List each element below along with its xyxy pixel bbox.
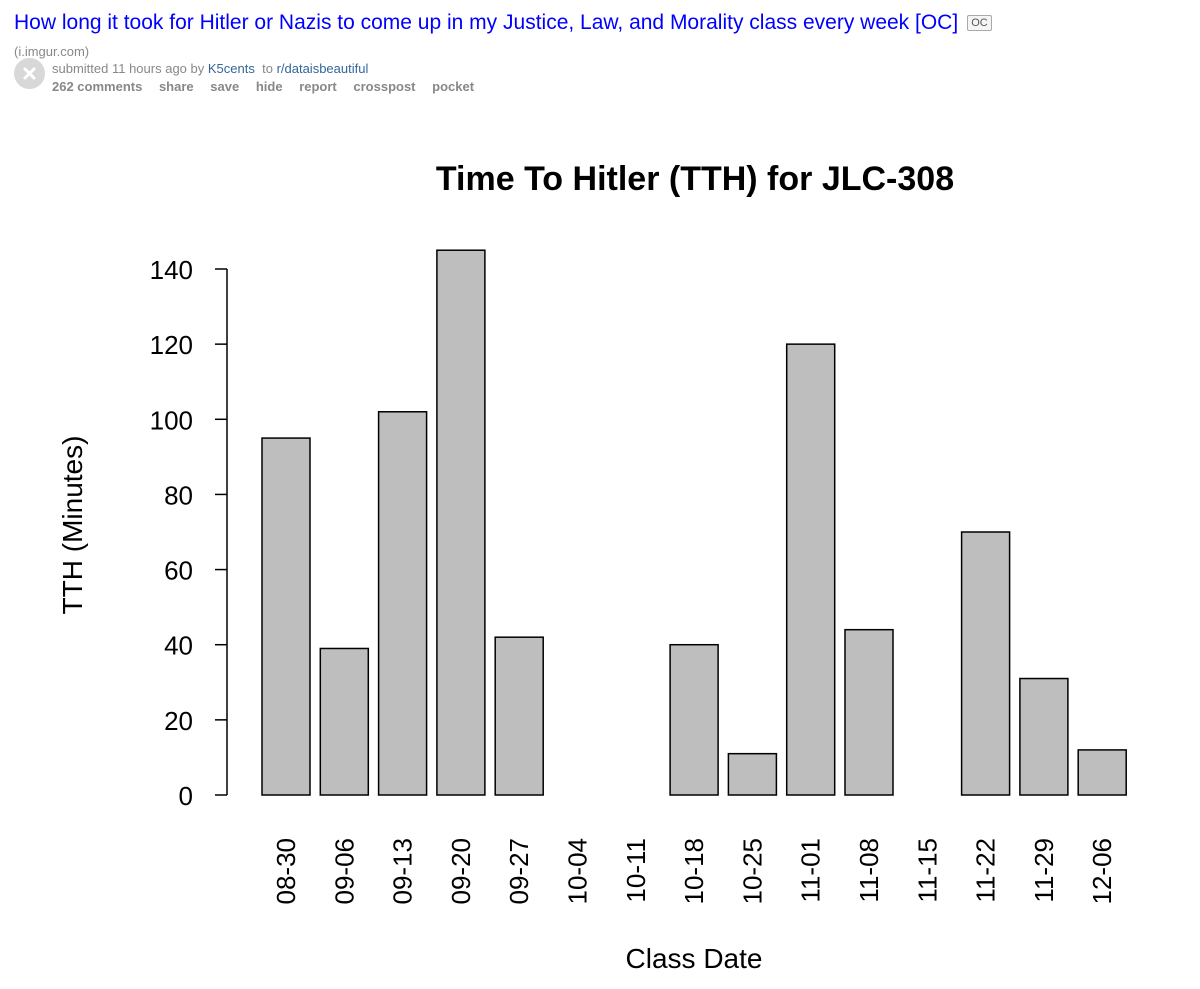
close-icon[interactable] — [14, 58, 45, 89]
comments-button[interactable]: 262 comments — [52, 79, 143, 94]
meta-text: submitted 11 hours ago by K5cents to r/d… — [52, 60, 487, 96]
share-button[interactable]: share — [158, 79, 194, 94]
tagline: submitted 11 hours ago by K5cents to r/d… — [52, 60, 487, 78]
y-tick-label: 20 — [164, 706, 193, 736]
bar — [785, 343, 836, 796]
bar — [261, 437, 311, 796]
x-tick-label: 09-06 — [329, 838, 359, 905]
x-tick-label: 09-13 — [388, 838, 418, 905]
post-header: How long it took for Hitler or Nazis to … — [14, 8, 1184, 96]
x-tick-label: 11-08 — [854, 838, 884, 903]
y-tick-label: 0 — [179, 781, 193, 811]
x-tick-label: 11-29 — [1029, 838, 1059, 903]
y-axis-label: TTH (Minutes) — [57, 436, 88, 615]
hide-button[interactable]: hide — [255, 79, 283, 94]
x-tick-label: 12-06 — [1087, 838, 1117, 905]
bars-group — [261, 249, 1127, 796]
x-tick-label: 09-27 — [504, 838, 534, 905]
bar — [494, 636, 544, 796]
bar — [669, 643, 719, 796]
post-title-link[interactable]: How long it took for Hitler or Nazis to … — [14, 11, 959, 34]
x-tick-label: 08-30 — [271, 838, 301, 905]
save-button[interactable]: save — [210, 79, 240, 94]
bar — [319, 647, 370, 796]
x-axis-label: Class Date — [626, 943, 763, 974]
x-tick-label: 10-18 — [679, 838, 709, 905]
oc-flair-badge: OC — [967, 15, 992, 31]
y-tick-label: 80 — [164, 480, 193, 510]
chart-title: Time To Hitler (TTH) for JLC-308 — [436, 160, 954, 198]
bar — [960, 531, 1011, 796]
post-domain[interactable]: (i.imgur.com) — [14, 44, 90, 59]
post-buttons: 262 comments share save hide report cros… — [52, 78, 487, 96]
x-tick-label: 10-11 — [621, 838, 651, 903]
y-tick-label: 120 — [150, 330, 193, 360]
y-tick-label: 40 — [164, 631, 193, 661]
x-tick-label: 10-04 — [563, 838, 593, 905]
bar — [727, 752, 778, 796]
x-tick-label: 11-01 — [796, 838, 826, 903]
submitted-text: submitted 11 hours ago by — [52, 61, 205, 76]
x-tick-label: 11-22 — [971, 838, 1001, 903]
bar — [1019, 677, 1069, 796]
title-row: How long it took for Hitler or Nazis to … — [14, 8, 1184, 38]
report-button[interactable]: report — [299, 79, 337, 94]
x-tick-label: 10-25 — [737, 838, 767, 905]
y-axis: 0 20 40 60 80 100 120 140 — [150, 255, 228, 811]
y-tick-label: 100 — [150, 405, 193, 435]
bar — [377, 411, 428, 796]
post-meta: submitted 11 hours ago by K5cents to r/d… — [14, 58, 1184, 96]
crosspost-button[interactable]: crosspost — [353, 79, 416, 94]
close-x-glyph — [23, 67, 36, 80]
x-tick-label: 11-15 — [912, 838, 942, 903]
subreddit-link[interactable]: r/dataisbeautiful — [276, 61, 369, 76]
author-link[interactable]: K5cents — [207, 61, 255, 76]
bar — [1077, 749, 1127, 796]
x-tick-label: 09-20 — [446, 838, 476, 905]
to-text: to — [262, 61, 273, 76]
y-tick-label: 60 — [164, 556, 193, 586]
bar — [436, 249, 486, 796]
y-tick-label: 140 — [150, 255, 193, 285]
x-tick-labels: 08-30 09-06 09-13 09-20 09-27 10-04 10-11 10-18… — [271, 838, 1117, 905]
pocket-button[interactable]: pocket — [432, 79, 475, 94]
bar — [844, 628, 894, 796]
